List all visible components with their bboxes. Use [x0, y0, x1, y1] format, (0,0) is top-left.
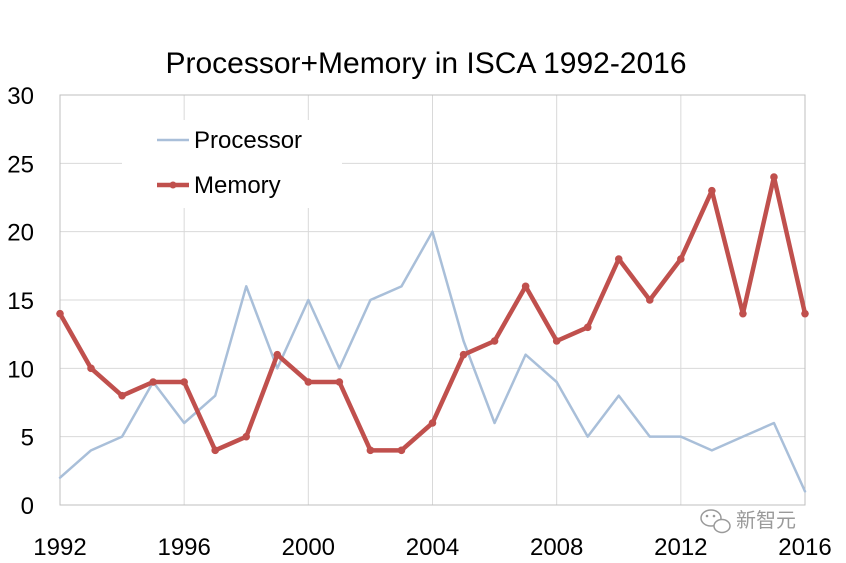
watermark-label: 新智元	[736, 508, 796, 532]
data-point-memory	[118, 391, 126, 400]
watermark: 新智元	[700, 508, 796, 534]
data-point-memory	[708, 186, 716, 195]
x-tick-label: 2012	[654, 534, 707, 561]
x-tick-label: 2000	[282, 534, 335, 561]
data-point-memory	[428, 419, 437, 427]
y-tick-label: 10	[7, 356, 34, 383]
data-point-memory	[397, 446, 406, 455]
series-line-processor	[58, 230, 807, 493]
data-point-memory	[459, 350, 468, 359]
x-tick-label: 1992	[33, 534, 86, 561]
legend: Processor Memory	[122, 120, 342, 208]
data-point-memory	[739, 309, 747, 318]
y-tick-label: 0	[21, 493, 34, 520]
data-point-memory	[614, 255, 623, 263]
wechat-icon	[700, 509, 731, 534]
y-tick-label: 30	[7, 83, 34, 110]
data-point-memory	[304, 378, 313, 386]
data-point-memory	[490, 337, 499, 345]
data-point-memory	[770, 173, 778, 181]
legend-marker-memory	[169, 181, 177, 189]
x-tick-label: 2016	[778, 534, 831, 561]
x-tick-label: 2004	[406, 534, 459, 561]
data-point-memory	[335, 378, 344, 386]
data-point-memory	[645, 296, 654, 304]
data-point-memory	[211, 446, 220, 455]
y-tick-label: 15	[7, 288, 34, 315]
x-tick-label: 1996	[157, 534, 210, 561]
axis-labels: 0 5 10 15 20 25 30 1992 1996 2000 2004 2008 2012 2016	[7, 83, 831, 561]
data-point-memory	[583, 323, 592, 332]
x-tick-label: 2008	[530, 534, 583, 561]
data-point-memory	[552, 337, 561, 345]
y-tick-label: 25	[7, 151, 34, 178]
chart-title: Processor+Memory in ISCA 1992-2016	[165, 47, 686, 80]
legend-label-processor: Processor	[194, 127, 302, 154]
data-point-memory	[242, 432, 251, 441]
data-point-memory	[149, 378, 157, 386]
data-point-memory	[677, 255, 685, 263]
data-point-memory	[273, 350, 282, 359]
series-layer	[56, 173, 809, 493]
data-point-memory	[521, 282, 530, 291]
legend-box	[122, 120, 342, 208]
data-point-memory	[56, 309, 64, 318]
data-point-memory	[87, 364, 95, 373]
data-point-memory	[366, 446, 375, 455]
data-point-memory	[180, 378, 188, 386]
data-point-memory	[801, 309, 809, 318]
y-tick-label: 20	[7, 220, 34, 247]
plot-area	[59, 94, 806, 506]
y-tick-label: 5	[21, 425, 34, 452]
legend-label-memory: Memory	[194, 172, 281, 199]
